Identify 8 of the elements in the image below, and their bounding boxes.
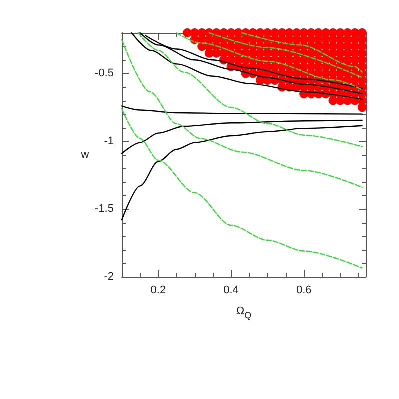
y-tick-label: -1.5 <box>95 203 114 216</box>
x-tick-label: 0.2 <box>150 284 166 296</box>
y-tick-label: -2 <box>104 271 114 283</box>
y-tick-label: -0.5 <box>95 68 114 80</box>
x-tick-label: 0.4 <box>224 284 239 296</box>
y-axis-title: w <box>80 149 90 161</box>
x-tick-label: 0.6 <box>296 284 312 296</box>
y-tick-label: -1 <box>104 135 114 148</box>
